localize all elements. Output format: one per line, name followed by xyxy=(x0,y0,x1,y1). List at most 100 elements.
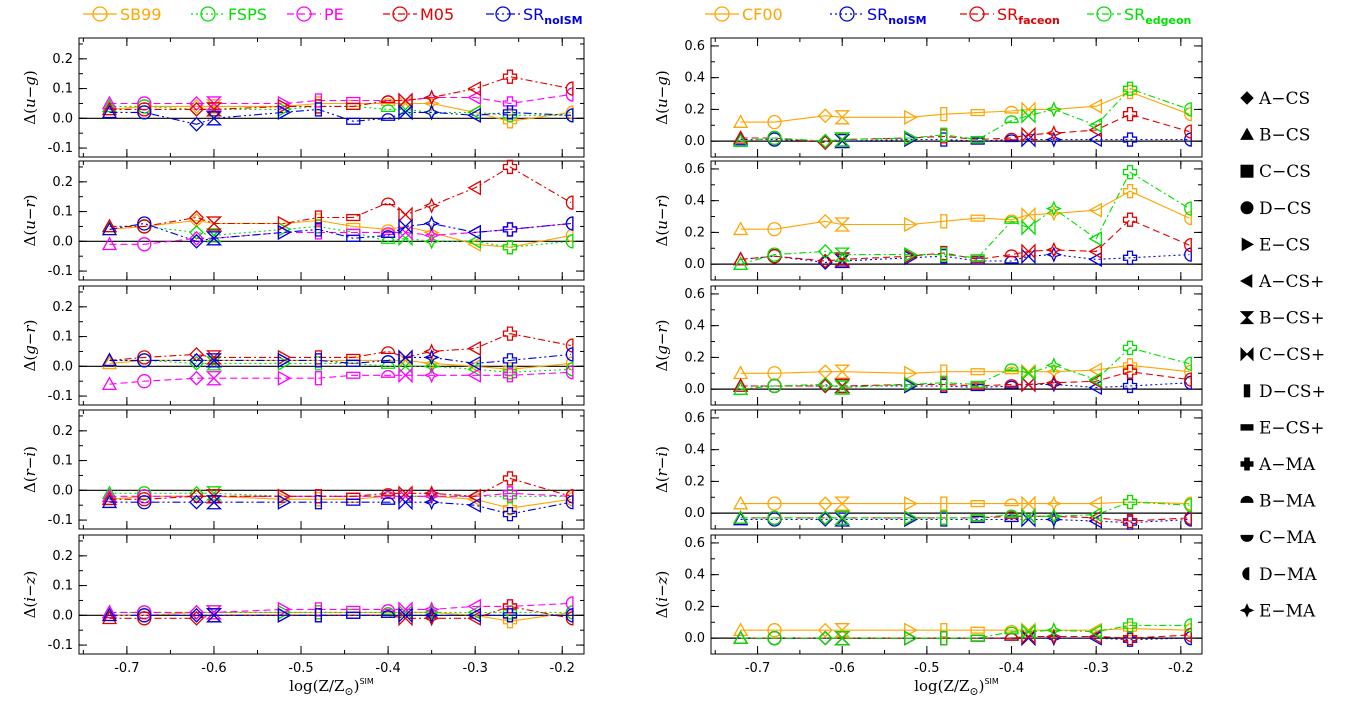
series-cf00 xyxy=(733,621,1192,639)
data-point xyxy=(904,216,918,233)
series-line xyxy=(740,113,1190,144)
marker-legend-item-c-csplus: C−CS+ xyxy=(1240,345,1325,365)
series-line xyxy=(109,501,572,515)
data-point xyxy=(189,213,204,228)
data-point xyxy=(1122,364,1138,379)
data-point xyxy=(101,355,118,370)
panel-frame xyxy=(78,160,585,281)
data-point xyxy=(189,101,204,117)
y-tick-label: 0.1 xyxy=(52,205,73,220)
series-sr-noism xyxy=(733,629,1192,647)
data-point xyxy=(277,215,292,232)
data-point xyxy=(970,108,985,117)
data-point xyxy=(346,611,361,619)
series-line xyxy=(109,219,572,248)
legend-item-sr-faceon: SRfaceon xyxy=(960,5,1060,27)
panel-g-r: -0.1 0.0 0.1 0.2 Δ(g−r) xyxy=(21,285,585,406)
data-point xyxy=(101,485,118,500)
series-line xyxy=(109,359,571,370)
data-point xyxy=(1021,508,1036,525)
data-point xyxy=(205,111,223,126)
y-tick-label: 0.2 xyxy=(684,225,705,240)
data-point xyxy=(1122,378,1138,394)
data-point xyxy=(314,102,323,117)
series-line xyxy=(740,624,1190,639)
data-point xyxy=(398,607,413,624)
data-point xyxy=(733,221,749,236)
data-point xyxy=(565,216,574,231)
data-point xyxy=(1122,630,1138,646)
legend-label: PE xyxy=(324,5,344,24)
data-point xyxy=(189,370,204,386)
series-line xyxy=(740,501,1190,505)
series-line xyxy=(109,108,571,125)
legend-label: M05 xyxy=(420,5,454,24)
data-point xyxy=(1088,202,1103,218)
marker-legend-item-a-cs: A−CS xyxy=(1240,89,1310,109)
x-tick-label: -0.2 xyxy=(550,661,575,676)
series-m05 xyxy=(101,159,574,234)
data-point xyxy=(101,610,118,625)
data-point xyxy=(346,498,361,506)
data-point xyxy=(423,95,440,112)
data-point xyxy=(1004,379,1019,387)
data-point xyxy=(380,491,396,499)
diamond-icon xyxy=(1240,91,1254,105)
data-point xyxy=(398,104,413,121)
data-point xyxy=(1004,626,1019,635)
data-point xyxy=(834,217,851,232)
data-point xyxy=(1021,107,1036,124)
marker-legend-item-a-ma: A−MA xyxy=(1240,455,1316,475)
data-point xyxy=(817,133,833,149)
marker-legend-label: D−MA xyxy=(1259,565,1317,585)
data-point xyxy=(189,604,204,620)
y-axis-label: Δ(g−r) xyxy=(653,320,671,372)
series-sr-faceon xyxy=(733,364,1192,394)
data-point xyxy=(1021,623,1036,640)
data-point xyxy=(1122,618,1138,633)
data-point xyxy=(970,368,985,376)
series-line xyxy=(740,190,1190,230)
data-point xyxy=(904,365,918,381)
data-point xyxy=(101,607,118,622)
data-point xyxy=(1122,132,1138,147)
data-point xyxy=(1045,125,1063,142)
data-point xyxy=(502,608,518,623)
data-point xyxy=(423,494,440,511)
data-point xyxy=(1004,498,1019,507)
series-fsps xyxy=(101,485,574,505)
series-line xyxy=(109,225,571,248)
series-sr-noism xyxy=(733,511,1192,530)
series-line xyxy=(740,628,1190,631)
data-point xyxy=(467,340,482,357)
series-line xyxy=(109,477,572,500)
data-point xyxy=(1184,372,1192,387)
series-line xyxy=(109,602,571,613)
panel-g-r: 0.0 0.2 0.4 0.6 Δ(g−r) xyxy=(653,285,1203,406)
data-point xyxy=(467,607,482,623)
data-point xyxy=(205,608,223,623)
legend-right: CF00 SRnoISM SRfaceon SRedgeon xyxy=(705,5,1191,27)
series-line xyxy=(740,219,1190,262)
data-point xyxy=(189,224,204,240)
legend-left: SB99 FSPS PE M05 SRnoISM xyxy=(83,5,583,27)
legend-label: SRnoISM xyxy=(523,5,583,27)
chart-left: -0.10.00.10.2Δ(u−g)-0.10.00.10.2Δ(u−r)-0… xyxy=(21,37,585,698)
data-point xyxy=(565,608,574,623)
series-line xyxy=(740,88,1190,142)
data-point xyxy=(101,488,118,503)
data-point xyxy=(834,512,851,527)
data-point xyxy=(1045,241,1063,259)
data-point xyxy=(970,634,985,642)
series-line xyxy=(109,353,571,364)
y-axis-label: Δ(u−g) xyxy=(653,70,671,124)
data-point xyxy=(423,89,440,106)
legend-item-sr-edgeon: SRedgeon xyxy=(1087,5,1191,27)
data-point xyxy=(101,376,118,391)
legend-label: FSPS xyxy=(228,5,267,24)
y-tick-label: 0.4 xyxy=(684,443,705,458)
series-line xyxy=(109,166,572,227)
data-point xyxy=(817,512,833,527)
data-point xyxy=(205,489,223,504)
series-sr-faceon xyxy=(733,107,1192,151)
